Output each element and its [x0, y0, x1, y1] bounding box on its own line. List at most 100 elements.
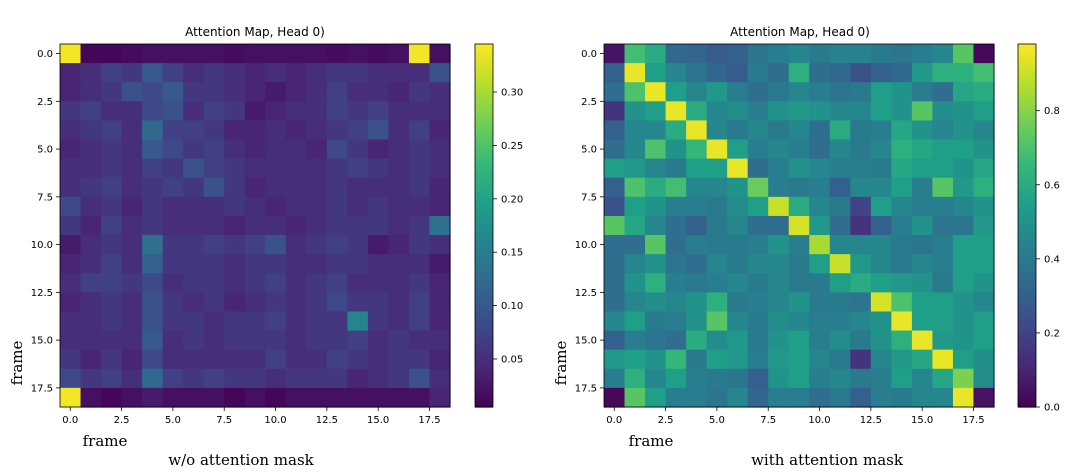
heatmap-cell	[809, 254, 831, 274]
colorbar-segment	[475, 98, 493, 103]
heatmap-cell	[829, 311, 851, 332]
colorbar-segment	[1018, 62, 1036, 66]
colorbar-segment	[475, 255, 493, 260]
heatmap-cell	[203, 139, 225, 160]
colorbar-segment	[1018, 325, 1036, 329]
colorbar-segment	[475, 264, 493, 269]
heatmap-cell	[973, 139, 995, 160]
heatmap-cell	[326, 215, 348, 236]
heatmap-cell	[408, 311, 431, 332]
heatmap-cell	[203, 387, 225, 408]
heatmap-cell	[408, 215, 431, 236]
heatmap-cell	[101, 273, 123, 293]
heatmap-cell	[80, 254, 102, 274]
y-tick-label: 5.0	[37, 145, 53, 156]
heatmap-cell	[367, 292, 390, 313]
heatmap-cell	[870, 387, 892, 408]
heatmap-cell	[101, 387, 123, 408]
heatmap-cell	[686, 292, 708, 313]
colorbar-segment	[475, 47, 493, 51]
heatmap-cell	[604, 215, 626, 236]
heatmap-cell	[306, 82, 328, 102]
heatmap-cell	[665, 177, 687, 198]
heatmap-cell	[367, 311, 390, 332]
heatmap-cell	[347, 177, 369, 198]
colorbar-segment	[1018, 316, 1036, 320]
heatmap-cell	[932, 63, 954, 83]
heatmap-cell	[850, 139, 872, 160]
heatmap-cell	[60, 177, 82, 198]
colorbar-segment	[475, 252, 493, 257]
colorbar-segment	[475, 304, 493, 308]
heatmap-cell	[870, 101, 892, 122]
heatmap-cell	[911, 139, 934, 160]
heatmap-cell	[326, 63, 348, 83]
colorbar-segment	[475, 276, 493, 281]
heatmap-cell	[952, 254, 975, 274]
heatmap-cell	[80, 63, 102, 83]
heatmap-cell	[686, 120, 708, 141]
colorbar-segment	[475, 237, 493, 242]
heatmap-cell	[121, 311, 143, 332]
heatmap-cell	[224, 196, 246, 217]
heatmap-cell	[285, 368, 307, 389]
heatmap-cell	[285, 311, 307, 332]
heatmap-cell	[870, 120, 892, 141]
heatmap-cell	[829, 368, 851, 389]
heatmap-cell	[932, 196, 954, 217]
heatmap-cell	[911, 196, 934, 217]
heatmap-cell	[162, 139, 184, 160]
heatmap-cell	[244, 368, 266, 389]
colorbar-segment	[475, 385, 493, 390]
colorbar-segment	[1018, 358, 1036, 363]
heatmap-cell	[429, 215, 451, 236]
heatmap-cell	[121, 44, 143, 64]
heatmap-cell	[203, 235, 225, 255]
colorbar-segment	[475, 62, 493, 66]
heatmap-cell	[285, 101, 307, 122]
heatmap-cell	[429, 235, 451, 255]
colorbar-segment	[475, 59, 493, 63]
heatmap-cell	[665, 158, 687, 179]
heatmap-cell	[686, 349, 708, 370]
heatmap-cell	[142, 292, 164, 313]
colorbar-segment	[1018, 289, 1036, 293]
heatmap-cell	[747, 120, 769, 141]
colorbar-segment	[475, 319, 493, 323]
heatmap-cell	[604, 387, 626, 408]
heatmap-cell	[101, 101, 123, 122]
colorbar-segment	[1018, 119, 1036, 124]
heatmap-cell	[347, 254, 369, 274]
colorbar-segment	[475, 346, 493, 351]
colorbar-segment	[1018, 140, 1036, 145]
x-tick-label: 5.0	[165, 415, 181, 426]
heatmap-cell	[932, 311, 954, 332]
colorbar-segment	[1018, 261, 1036, 266]
colorbar-segment	[1018, 59, 1036, 63]
colorbar-segment	[1018, 225, 1036, 230]
colorbar-segment	[475, 279, 493, 284]
heatmap-cell	[224, 120, 246, 141]
heatmap-cell	[768, 368, 790, 389]
heatmap-cell	[367, 387, 390, 408]
colorbar-segment	[475, 195, 493, 199]
heatmap-cell	[326, 196, 348, 217]
heatmap-cell	[932, 254, 954, 274]
heatmap-cell	[306, 101, 328, 122]
heatmap-cell	[604, 158, 626, 179]
colorbar-segment	[1018, 328, 1036, 332]
heatmap-cell	[706, 139, 728, 160]
heatmap-cell	[706, 273, 728, 293]
colorbar-segment	[1018, 270, 1036, 275]
heatmap-cell	[665, 215, 687, 236]
plot-frame	[603, 43, 995, 408]
colorbar-segment	[1018, 143, 1036, 148]
heatmap-cell	[624, 235, 646, 255]
heatmap-cell	[244, 177, 266, 198]
heatmap-cell	[306, 120, 328, 141]
heatmap-cell	[891, 44, 913, 64]
colorbar-segment	[475, 367, 493, 372]
colorbar-segment	[475, 292, 493, 296]
colorbar-segment	[475, 216, 493, 221]
colorbar-segment	[1018, 219, 1036, 224]
